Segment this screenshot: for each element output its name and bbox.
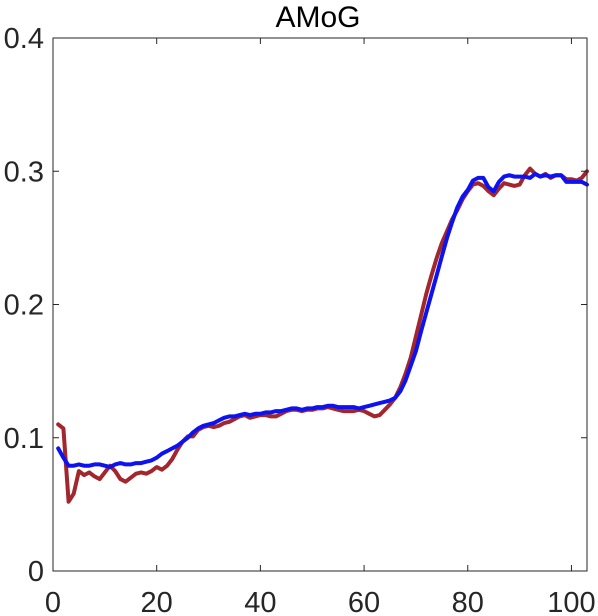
- x-tick-label: 100: [547, 587, 595, 616]
- y-tick-label: 0: [28, 556, 44, 588]
- axes-box: [52, 37, 588, 572]
- series-line-2: [56, 171, 589, 470]
- x-tick-label: 0: [45, 587, 61, 616]
- x-tick-label: 80: [452, 587, 484, 616]
- y-tick-label: 0.3: [4, 156, 44, 188]
- x-tick-label: 60: [348, 587, 380, 616]
- chart-title: AMoG: [275, 1, 360, 34]
- y-tick-label: 0.4: [4, 23, 44, 55]
- y-tick-label: 0.2: [4, 290, 44, 322]
- plot-area: [56, 166, 589, 504]
- x-tick-label: 40: [244, 587, 276, 616]
- x-tick-label: 20: [141, 587, 173, 616]
- axes: 0 20 40 60 80 100 0 0.1 0.2 0.3 0.4: [4, 23, 596, 616]
- y-tick-label: 0.1: [4, 423, 44, 455]
- series-line-1: [56, 166, 589, 504]
